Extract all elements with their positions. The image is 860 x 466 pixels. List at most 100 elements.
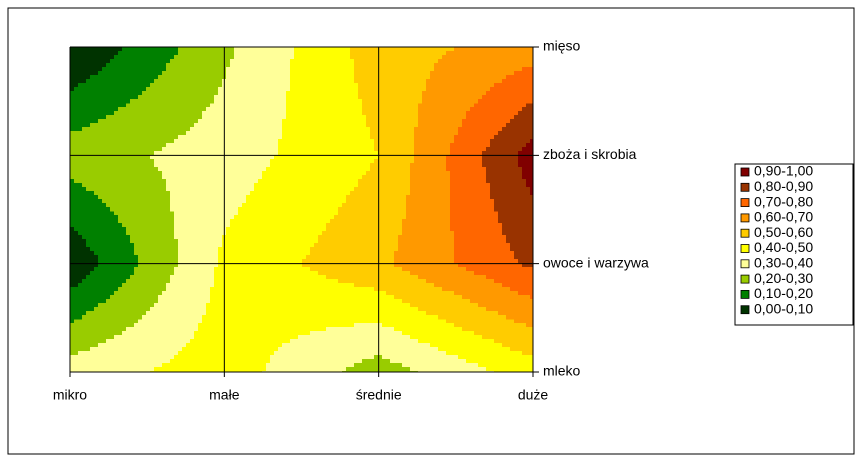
contour-region [70,103,147,212]
contour-cell [326,315,331,320]
contour-cell [190,347,195,352]
contour-cell [350,331,355,336]
contour-cell [322,259,327,264]
contour-cell [286,339,291,344]
contour-cell [78,211,83,216]
contour-cell [194,283,199,288]
contour-cell [266,323,271,328]
contour-cell [98,143,103,148]
contour-cell [266,291,271,296]
contour-cell [482,283,487,288]
contour-cell [98,235,103,240]
contour-cell [466,211,471,216]
contour-cell [154,303,159,308]
contour-cell [130,283,135,288]
contour-cell [494,339,499,344]
contour-cell [346,239,351,244]
contour-cell [106,323,111,328]
contour-cell [322,211,327,216]
contour-cell [178,327,183,332]
contour-cell [322,307,327,312]
contour-cell [302,223,307,228]
contour-cell [342,347,347,352]
contour-cell [238,323,243,328]
contour-cell [162,327,167,332]
contour-cell [230,339,235,344]
contour-cell [150,231,155,236]
contour-cell [230,323,235,328]
contour-cell [202,335,207,340]
contour-cell [270,275,275,280]
contour-cell [186,351,191,356]
contour-cell [134,271,139,276]
contour-cell [118,247,123,252]
contour-cell [262,227,267,232]
contour-cell [138,311,143,316]
contour-cell [186,259,191,264]
contour-cell [478,327,483,332]
contour-cell [74,355,79,360]
contour-cell [474,259,479,264]
contour-cell [294,367,299,372]
contour-cell [118,231,123,236]
contour-cell [458,259,463,264]
contour-cell [186,287,191,292]
contour-cell [130,339,135,344]
contour-cell [402,311,407,316]
contour-cell [510,283,515,288]
contour-cell [470,331,475,336]
contour-cell [134,147,139,152]
contour-cell [414,255,419,260]
contour-cell [274,355,279,360]
contour-cell [462,251,467,256]
contour-cell [126,223,131,228]
contour-cell [394,307,399,312]
contour-cell [142,351,147,356]
contour-cell [438,227,443,232]
contour-cell [186,227,191,232]
contour-cell [226,319,231,324]
contour-cell [458,355,463,360]
contour-cell [74,239,79,244]
contour-cell [390,295,395,300]
contour-cell [202,311,207,316]
contour-cell [94,367,99,372]
contour-cell [138,323,143,328]
contour-cell [422,291,427,296]
contour-cell [130,119,135,124]
contour-cell [274,227,279,232]
contour-cell [418,339,423,344]
contour-cell [506,219,511,224]
contour-cell [366,299,371,304]
contour-cell [494,287,499,292]
contour-cell [450,271,455,276]
contour-cell [94,335,99,340]
contour-cell [330,211,335,216]
contour-cell [206,307,211,312]
contour-cell [394,287,399,292]
contour-cell [446,347,451,352]
contour-cell [250,307,255,312]
contour-cell [330,347,335,352]
contour-cell [378,331,383,336]
contour-cell [530,247,534,252]
contour-cell [210,267,215,272]
contour-cell [450,215,455,220]
contour-cell [466,239,471,244]
contour-cell [114,139,119,144]
contour-cell [410,343,415,348]
contour-cell [414,343,419,348]
contour-cell [462,267,467,272]
contour-cell [130,315,135,320]
contour-cell [134,215,139,220]
contour-cell [406,323,411,328]
contour-cell [478,315,483,320]
contour-cell [274,303,279,308]
contour-cell [114,347,119,352]
contour-cell [206,243,211,248]
contour-cell [526,335,531,340]
contour-cell [90,115,95,120]
contour-cell [498,223,503,228]
contour-cell [134,223,139,228]
contour-cell [122,307,127,312]
